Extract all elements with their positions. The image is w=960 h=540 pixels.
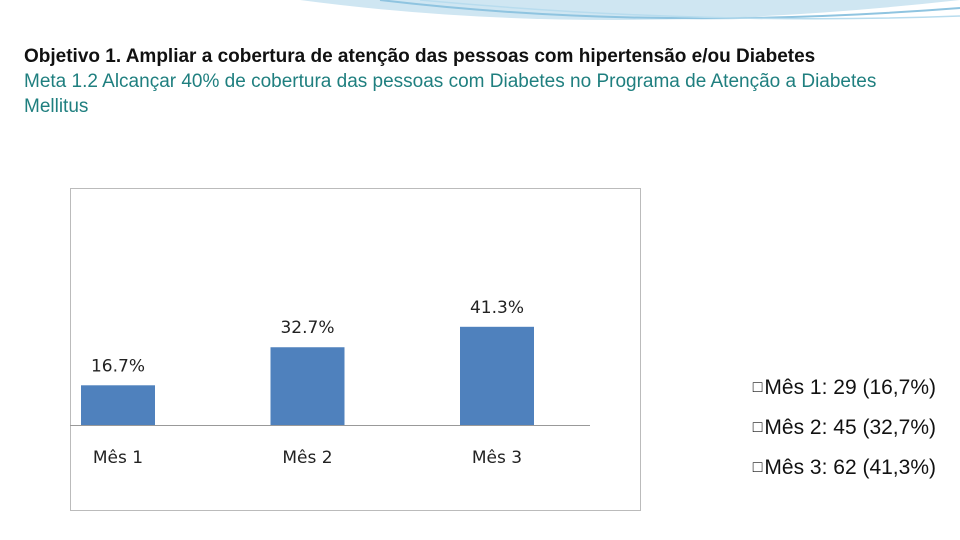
wave-line — [419, 0, 960, 20]
data-label: 16.7% — [91, 356, 145, 376]
bar — [460, 326, 534, 425]
bar — [81, 385, 155, 425]
data-label: 41.3% — [470, 298, 524, 318]
bullet: Mês 3: 62 (41,3%) — [753, 448, 936, 488]
bullet-list: Mês 1: 29 (16,7%) Mês 2: 45 (32,7%) Mês … — [753, 368, 936, 488]
goal: Meta 1.2 Alcançar 40% de cobertura das p… — [24, 71, 877, 117]
bar — [270, 347, 345, 425]
wave-line — [379, 0, 960, 20]
data-label: 32.7% — [280, 318, 334, 338]
objective: Objetivo 1. Ampliar a cobertura de atenç… — [24, 46, 816, 67]
bullet: Mês 1: 29 (16,7%) — [753, 368, 936, 408]
decoration — [300, 0, 960, 20]
chart-frame — [70, 188, 641, 511]
header: Objetivo 1. Ampliar a cobertura de atenç… — [24, 44, 924, 119]
wave — [300, 0, 960, 20]
x-tick-label: Mês 3 — [472, 448, 522, 468]
x-tick-label: Mês 2 — [282, 448, 332, 468]
x-tick-label: Mês 1 — [93, 448, 143, 468]
bullet: Mês 2: 45 (32,7%) — [753, 408, 936, 448]
